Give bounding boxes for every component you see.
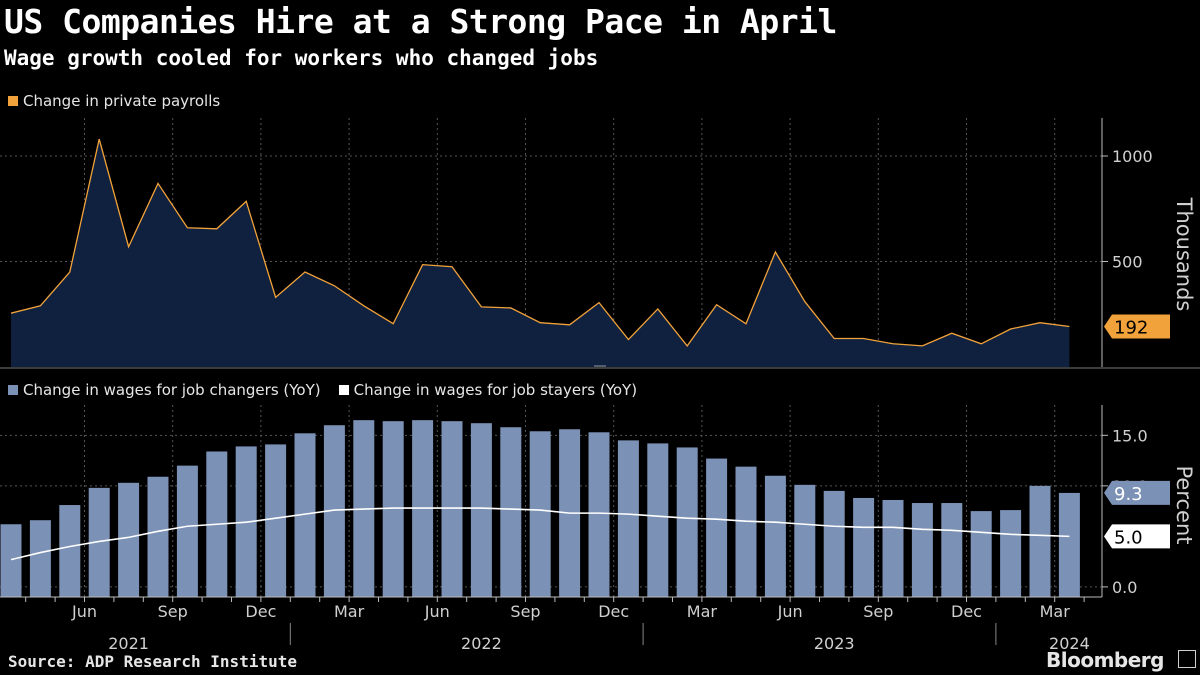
xtick-label-4: Jun [424,602,450,621]
changers-bar-34 [1000,510,1022,597]
changers-bar-4 [118,482,140,597]
xtick-label-1: Sep [158,602,188,621]
legend-swatch-job-changers [8,385,18,395]
payroll-last-value-label: 192 [1114,317,1148,338]
source-note: Source: ADP Research Institute [8,652,297,671]
bottom-legend: Change in wages for job changers (YoY) C… [8,381,655,399]
changers-bar-27 [794,484,816,597]
changers-bar-33 [970,511,992,597]
changers-bar-24 [706,458,728,597]
changers-bar-29 [853,497,875,597]
changers-bar-11 [323,425,345,597]
changers-bar-1 [29,520,51,597]
changers-bar-17 [500,427,522,597]
bloomberg-logo-icon [1178,650,1196,668]
changers-bar-23 [676,447,698,597]
changers-bar-9 [265,444,287,597]
xtick-label-8: Jun [777,602,803,621]
legend-item-job-changers[interactable]: Change in wages for job changers (YoY) [8,381,321,399]
xtick-label-10: Dec [951,602,982,621]
year-label-2024: 2024 [1049,634,1090,653]
stayers-last-value-badge [1104,524,1170,549]
changers-bar-28 [823,490,845,597]
changers-bar-0 [0,524,22,597]
changers-bar-16 [470,423,492,597]
changers-bar-31 [911,503,933,597]
changers-bar-22 [647,443,669,597]
y-axis-title-top: Thousands [1172,197,1196,312]
legend-item-payrolls[interactable]: Change in private payrolls [8,92,220,110]
changers-bar-35 [1029,485,1051,597]
changers-bar-15 [441,421,463,597]
changers-bar-13 [382,421,404,597]
legend-item-job-stayers[interactable]: Change in wages for job stayers (YoY) [338,381,638,399]
changers-bar-18 [529,431,551,597]
top-legend: Change in private payrolls [8,92,238,110]
stayers-last-value-label: 5.0 [1114,527,1143,548]
ytick-label-top-500: 500 [1112,252,1143,271]
legend-swatch-job-stayers [338,385,349,395]
changers-bar-2 [59,505,81,597]
changers-bar-20 [588,432,610,597]
legend-label-payrolls: Change in private payrolls [23,92,221,110]
ytick-label-bottom-15: 15.0 [1112,426,1148,445]
xtick-label-9: Sep [863,602,893,621]
changers-bar-21 [617,440,639,597]
changers-bar-5 [147,476,169,597]
bloomberg-logo-text: Bloomberg [1046,648,1164,672]
year-label-2022: 2022 [461,634,502,653]
changers-last-value-badge [1104,480,1170,505]
xtick-label-11: Mar [1040,602,1071,621]
payroll-line [10,138,1070,347]
xtick-label-0: Jun [71,602,97,621]
changers-bar-25 [735,466,757,597]
changers-bar-6 [176,465,198,597]
xtick-label-2: Dec [245,602,276,621]
xtick-label-5: Sep [510,602,540,621]
ytick-label-bottom-0: 0.0 [1112,578,1137,597]
payroll-last-value-badge [1104,314,1170,339]
chart-title: US Companies Hire at a Strong Pace in Ap… [4,2,837,41]
xtick-label-3: Mar [334,602,365,621]
year-label-2023: 2023 [814,634,855,653]
legend-swatch-payrolls [8,96,18,106]
changers-bar-30 [882,499,904,597]
legend-label-job-stayers: Change in wages for job stayers (YoY) [353,381,638,399]
y-axis-title-bottom: Percent [1172,465,1196,544]
changers-bar-36 [1058,492,1080,597]
ytick-label-top-1000: 1000 [1112,147,1153,166]
changers-last-value-label: 9.3 [1114,484,1143,505]
xtick-label-7: Mar [687,602,718,621]
stayers-line [10,507,1070,561]
chart-subtitle: Wage growth cooled for workers who chang… [4,46,599,70]
changers-bar-10 [294,433,316,597]
changers-bar-3 [88,487,110,597]
xtick-label-6: Dec [598,602,629,621]
payroll-area [11,139,1070,367]
legend-label-job-changers: Change in wages for job changers (YoY) [23,381,321,399]
changers-bar-26 [764,475,786,597]
year-label-2021: 2021 [108,634,149,653]
changers-bar-32 [941,503,963,597]
